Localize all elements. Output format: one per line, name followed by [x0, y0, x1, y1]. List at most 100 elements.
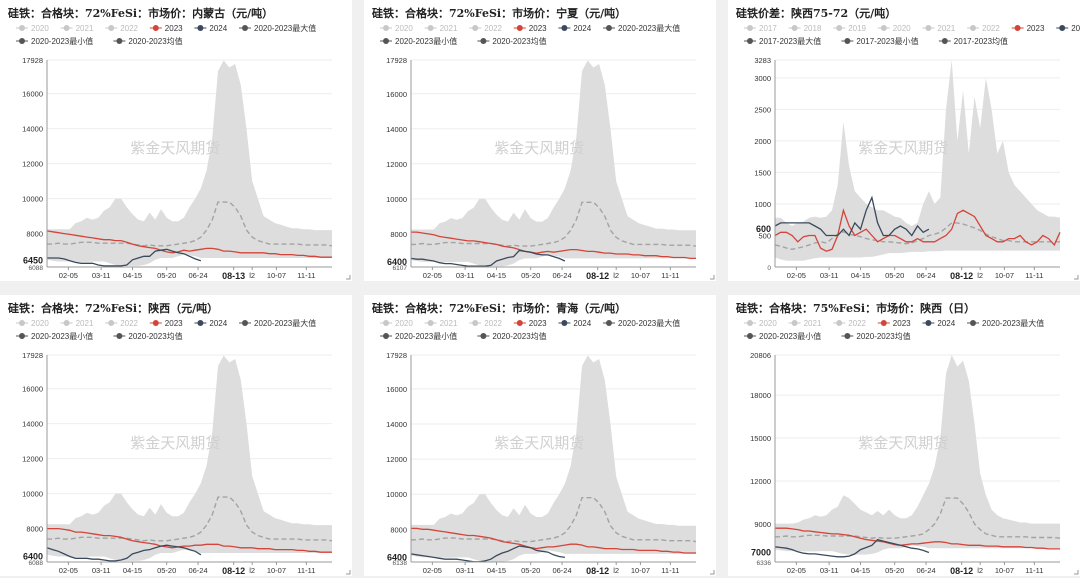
legend-item: 2023 — [149, 24, 183, 33]
chart-panel: 硅铁：合格块：72%FeSi：市场价：内蒙古（元/吨） 2020 2021 2022 2… — [0, 0, 352, 281]
legend-label: 2020-2023均值 — [856, 331, 910, 341]
x-tick-label: 11-11 — [661, 271, 679, 280]
x-tick-label: 02-05 — [59, 566, 78, 575]
legend-item: 2024 — [1056, 24, 1080, 33]
y-tick-label: 14000 — [386, 420, 407, 429]
legend-item: 2023 — [513, 319, 547, 328]
x-tick-label: 05-20 — [521, 566, 540, 575]
series-2023-line — [411, 527, 696, 554]
y-tick-label: 8000 — [26, 525, 43, 534]
legend-item: 2020 — [16, 319, 49, 328]
x-tick-label: 10-07 — [995, 566, 1014, 575]
x-tick-label: 02-05 — [423, 566, 442, 575]
legend-item: 2024 — [194, 319, 228, 328]
legend-dot — [516, 320, 523, 326]
legend-dot — [844, 38, 851, 44]
legend-item: 2021 — [424, 319, 458, 328]
y-tick-label: 16000 — [386, 90, 407, 99]
legend-item: 2023 — [513, 24, 547, 33]
watermark: 紫金天风期货 — [858, 435, 948, 452]
legend-label: 2020-2023最小值 — [395, 331, 457, 341]
series-average-line — [411, 201, 697, 247]
legend-item: 2017-2023最大值 — [744, 36, 821, 46]
x-tick-label: 05-20 — [521, 271, 540, 280]
legend-label: 2023 — [529, 24, 547, 33]
current-value-label: 6450 — [23, 256, 43, 266]
legend-dot — [970, 320, 976, 326]
x-tick-label: l2 — [249, 271, 255, 280]
legend-dot — [516, 25, 523, 31]
y-tick-label: 3283 — [754, 56, 771, 65]
legend-item: 2022 — [105, 319, 139, 328]
chart-title: 硅铁：合格块：72%FeSi：市场价：内蒙古（元/吨） — [8, 6, 273, 20]
legend-dot — [152, 320, 159, 326]
legend-dot — [880, 320, 887, 326]
legend-label: 2022 — [484, 24, 502, 33]
legend-label: 2023 — [165, 319, 183, 328]
y-tick-label: 14000 — [22, 125, 43, 134]
y-tick-label: 17928 — [386, 56, 407, 65]
y-tick-label: 10000 — [386, 195, 407, 204]
legend-item: 2020-2023最小值 — [16, 331, 93, 341]
y-tick-label: 17928 — [22, 56, 43, 65]
x-tick-label: 03-11 — [820, 566, 839, 575]
series-average-line — [47, 201, 333, 247]
series-2023-line — [411, 231, 696, 260]
legend-dot — [152, 25, 159, 31]
legend-item: 2022 — [105, 24, 139, 33]
legend-label: 2023 — [893, 319, 911, 328]
series-average-line — [411, 497, 697, 543]
x-tick-label: 06-24 — [188, 566, 207, 575]
legend-dot — [383, 320, 389, 326]
legend-dot — [108, 320, 115, 326]
legend-label: 2020-2023最小值 — [31, 36, 93, 46]
chart-panel: 硅铁价差：陕西75-72（元/吨） 2017 2018 2019 2020 2021 202… — [728, 0, 1080, 281]
legend-label: 2020-2023最小值 — [395, 36, 457, 46]
legend-dot — [1014, 25, 1021, 31]
x-tick-label: 06-24 — [916, 271, 935, 280]
legend-dot — [383, 25, 389, 31]
watermark: 紫金天风期货 — [494, 435, 584, 452]
x-tick-label: 04-15 — [851, 271, 870, 280]
legend-label: 2020-2023最大值 — [254, 23, 316, 33]
y-tick-label: 9000 — [754, 520, 771, 529]
legend-item: 2017-2023最小值 — [841, 36, 919, 46]
x-tick-label: 02-05 — [423, 271, 442, 280]
x-tick-label: 10-07 — [631, 271, 650, 280]
legend-dot — [472, 320, 479, 326]
legend-item: 2024 — [558, 24, 592, 33]
legend-label: 2023 — [1027, 24, 1045, 33]
y-tick-label: 8000 — [26, 230, 43, 239]
y-min-label: 6138 — [393, 560, 408, 567]
x-tick-label: 03-11 — [92, 271, 111, 280]
legend-dot — [747, 38, 753, 44]
legend-item: 2020-2023均值 — [477, 331, 547, 341]
chart-title: 硅铁：合格块：72%FeSi：市场价：宁夏（元/吨） — [372, 6, 626, 20]
legend-label: 2023 — [529, 319, 547, 328]
series-2023-line — [774, 207, 1061, 252]
legend-item: 2020-2023最大值 — [967, 318, 1044, 328]
chart-title: 硅铁价差：陕西75-72（元/吨） — [736, 6, 896, 20]
legend-dot — [197, 320, 204, 326]
legend-item: 2018 — [788, 24, 822, 33]
series-2024-line — [774, 538, 930, 558]
current-date-label: 08-12 — [586, 566, 609, 576]
legend-item: 2020 — [16, 24, 49, 33]
legend-dot — [747, 25, 753, 31]
legend-label: 2017 — [759, 24, 777, 33]
legend-item: 2021 — [60, 319, 94, 328]
legend-dot — [791, 320, 798, 326]
chart-inner-mongolia: 硅铁：合格块：72%FeSi：市场价：内蒙古（元/吨） 2020 2021 2022 2… — [8, 6, 351, 281]
y-min-label: 0 — [767, 265, 771, 272]
x-tick-label: 02-05 — [59, 271, 78, 280]
y-tick-label: 14000 — [22, 420, 43, 429]
legend-label: 2017-2023最大值 — [759, 36, 821, 46]
legend-label: 2024 — [1071, 24, 1080, 33]
legend-item: 2020-2023最小值 — [16, 36, 93, 46]
legend-item: 2023 — [877, 319, 911, 328]
x-tick-label: 05-20 — [157, 271, 176, 280]
chart-panel: 硅铁：合格块：72%FeSi：市场价：青海（元/吨） 2020 2021 2022 20… — [364, 295, 716, 576]
x-tick-label: 03-11 — [456, 566, 475, 575]
range-band — [411, 355, 696, 562]
